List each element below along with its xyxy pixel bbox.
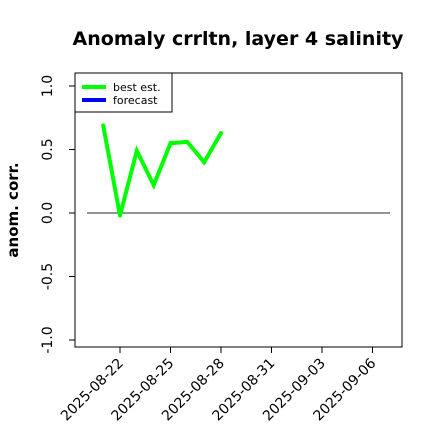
series-line-best-est [101, 125, 223, 217]
y-tick-label: -0.5 [40, 263, 56, 290]
legend-box [74, 72, 173, 113]
x-axis: 2025-08-222025-08-252025-08-282025-08-31… [58, 347, 379, 424]
legend-label: forecast [113, 94, 158, 107]
legend: best est.forecast [74, 72, 173, 113]
data-point [101, 123, 106, 128]
data-point [185, 139, 190, 144]
data-point [202, 160, 207, 165]
legend-label: best est. [113, 81, 161, 94]
y-axis: -1.0 -0.5 0.0 0.5 1.0 [40, 75, 75, 354]
data-point [168, 141, 173, 146]
y-tick-label: 0.0 [40, 202, 56, 224]
y-axis-label: anom. corr. [4, 162, 22, 257]
y-tick-label: 0.5 [40, 138, 56, 160]
data-point [219, 130, 223, 135]
y-tick-label: 1.0 [40, 75, 56, 97]
data-point [118, 213, 122, 218]
data-point [134, 148, 139, 153]
data-point [151, 183, 156, 188]
y-tick-label: -1.0 [40, 326, 56, 353]
series-layer [101, 123, 223, 218]
plot-frame [74, 72, 403, 348]
chart-title: Anomaly crrltn, layer 4 salinity [73, 28, 404, 50]
